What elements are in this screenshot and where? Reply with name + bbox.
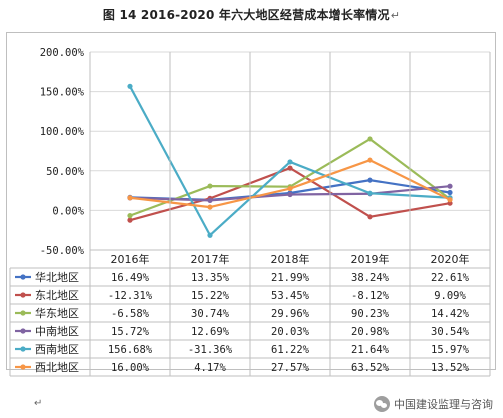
data-point bbox=[207, 232, 213, 238]
watermark-text: 中国建设监理与咨询 bbox=[394, 398, 493, 411]
data-label: 15.22% bbox=[191, 290, 230, 302]
data-label: 30.54% bbox=[431, 326, 470, 338]
series-lines bbox=[127, 83, 453, 238]
legend-swatch-marker bbox=[20, 274, 26, 280]
legend-swatch-marker bbox=[20, 328, 26, 334]
data-point bbox=[447, 197, 453, 203]
data-label: 29.96% bbox=[271, 308, 310, 320]
data-label: 12.69% bbox=[191, 326, 230, 338]
y-tick-label: 200.00% bbox=[40, 47, 85, 59]
chart-title: 图 14 2016-2020 年六大地区经营成本增长率情况↵ bbox=[0, 6, 503, 23]
data-label: 21.99% bbox=[271, 272, 310, 284]
y-axis-tick-labels: -50.00% 0.00% 50.00% 100.00% 150.00% 200.00% bbox=[40, 47, 85, 257]
y-tick-label: 50.00% bbox=[46, 166, 85, 178]
data-label: 13.52% bbox=[431, 362, 470, 374]
data-label: 14.42% bbox=[431, 308, 470, 320]
y-tick-label: 150.00% bbox=[40, 87, 85, 99]
data-point bbox=[127, 213, 133, 219]
category-label: 2019年 bbox=[351, 252, 390, 266]
legend-swatch-marker bbox=[20, 364, 26, 370]
data-label: 21.64% bbox=[351, 344, 390, 356]
data-point bbox=[367, 157, 373, 163]
data-point bbox=[287, 159, 293, 165]
data-label: 30.74% bbox=[191, 308, 230, 320]
data-point bbox=[127, 195, 133, 201]
legend-swatch-marker bbox=[20, 346, 26, 352]
data-label: 38.24% bbox=[351, 272, 390, 284]
data-point bbox=[367, 214, 373, 220]
data-label: 20.98% bbox=[351, 326, 390, 338]
data-label: 20.03% bbox=[271, 326, 310, 338]
series-name: 华东地区 bbox=[35, 306, 79, 320]
y-tick-label: 100.00% bbox=[40, 126, 85, 138]
data-label: -12.31% bbox=[108, 290, 153, 302]
category-label: 2017年 bbox=[191, 252, 230, 266]
legend-swatch-marker bbox=[20, 292, 26, 298]
data-point bbox=[367, 136, 373, 142]
data-label: 16.49% bbox=[111, 272, 150, 284]
data-point bbox=[447, 183, 453, 189]
data-label: 156.68% bbox=[108, 344, 153, 356]
category-label: 2020年 bbox=[431, 252, 470, 266]
chart-frame bbox=[6, 32, 496, 370]
y-tick-label: 0.00% bbox=[52, 205, 84, 217]
paragraph-mark: ↵ bbox=[390, 9, 401, 22]
data-point bbox=[127, 217, 133, 223]
data-point bbox=[207, 204, 213, 210]
series-name: 华北地区 bbox=[35, 270, 79, 284]
data-label: 15.97% bbox=[431, 344, 470, 356]
data-point bbox=[127, 83, 133, 89]
data-point bbox=[367, 190, 373, 196]
data-label: 9.09% bbox=[434, 290, 466, 302]
data-label: 15.72% bbox=[111, 326, 150, 338]
data-point bbox=[207, 183, 213, 189]
chart-title-text: 图 14 2016-2020 年六大地区经营成本增长率情况 bbox=[102, 8, 390, 22]
data-label: 22.61% bbox=[431, 272, 470, 284]
watermark: 中国建设监理与咨询 bbox=[374, 396, 493, 412]
data-point bbox=[367, 177, 373, 183]
category-label: 2016年 bbox=[111, 252, 150, 266]
data-label: 63.52% bbox=[351, 362, 390, 374]
series-name: 东北地区 bbox=[35, 289, 79, 302]
gridlines bbox=[90, 51, 490, 251]
data-label: -31.36% bbox=[188, 344, 233, 356]
data-label: 16.00% bbox=[111, 362, 150, 374]
data-label: 27.57% bbox=[271, 362, 310, 374]
data-point bbox=[287, 185, 293, 192]
data-label: 61.22% bbox=[271, 344, 310, 356]
series-name: 西南地区 bbox=[35, 343, 79, 356]
data-point bbox=[207, 197, 213, 203]
series-name: 西北地区 bbox=[35, 361, 79, 374]
wechat-icon bbox=[374, 396, 390, 412]
category-label: 2018年 bbox=[271, 252, 310, 266]
series-name: 中南地区 bbox=[35, 325, 79, 338]
data-label: 13.35% bbox=[191, 272, 230, 284]
data-label: 4.17% bbox=[194, 362, 226, 374]
legend-swatch-marker bbox=[20, 310, 26, 316]
y-tick-label: -50.00% bbox=[40, 245, 85, 257]
data-point bbox=[447, 189, 453, 196]
data-point bbox=[287, 191, 293, 198]
data-label: -8.12% bbox=[351, 290, 390, 302]
data-label: 90.23% bbox=[351, 308, 390, 320]
data-label: 53.45% bbox=[271, 290, 310, 302]
data-label: -6.58% bbox=[111, 308, 150, 320]
paragraph-mark-bottom: ↵ bbox=[34, 398, 43, 409]
data-point bbox=[287, 165, 293, 171]
